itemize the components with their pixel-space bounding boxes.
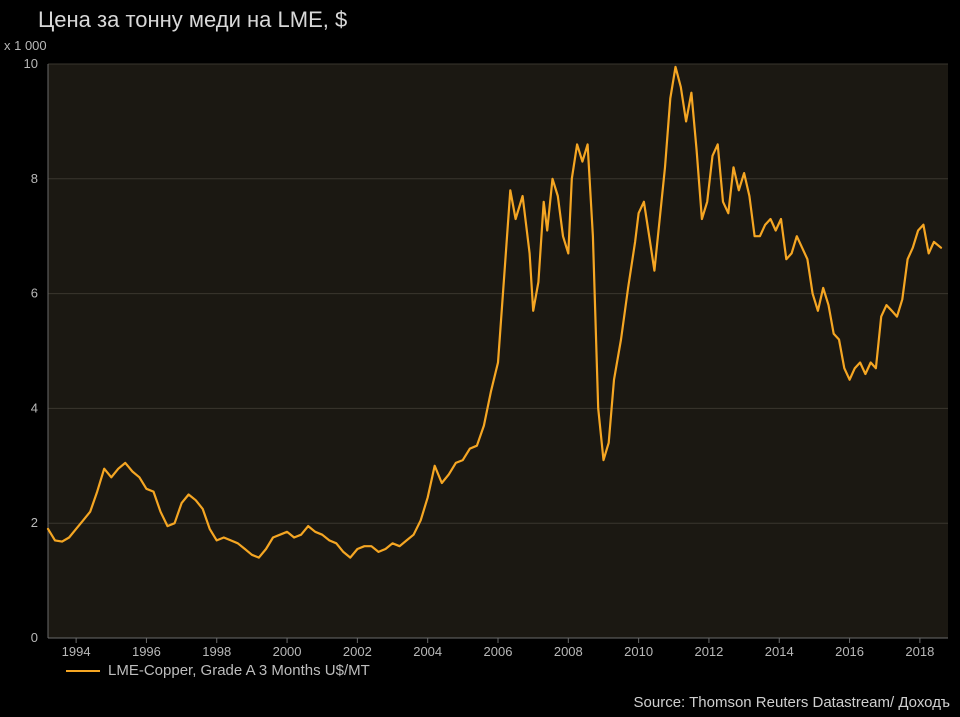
svg-text:0: 0 (31, 630, 38, 645)
legend-label: LME-Copper, Grade A 3 Months U$/MT (108, 662, 370, 679)
svg-text:10: 10 (24, 56, 38, 71)
source-text: Source: Thomson Reuters Datastream/ Дохо… (634, 694, 950, 711)
svg-text:2: 2 (31, 515, 38, 530)
y-scale-label: x 1 000 (4, 38, 47, 53)
svg-text:1998: 1998 (202, 644, 231, 659)
svg-text:1996: 1996 (132, 644, 161, 659)
legend-swatch (66, 670, 100, 672)
svg-text:2016: 2016 (835, 644, 864, 659)
svg-text:2004: 2004 (413, 644, 442, 659)
svg-text:4: 4 (31, 400, 38, 415)
chart-title: Цена за тонну меди на LME, $ (38, 7, 347, 33)
svg-text:2012: 2012 (694, 644, 723, 659)
svg-text:2002: 2002 (343, 644, 372, 659)
svg-text:2006: 2006 (484, 644, 513, 659)
svg-text:2018: 2018 (905, 644, 934, 659)
chart-container: Цена за тонну меди на LME, $ x 1 000 0 2 4… (0, 0, 960, 717)
svg-text:1994: 1994 (62, 644, 91, 659)
svg-text:6: 6 (31, 286, 38, 301)
svg-text:2008: 2008 (554, 644, 583, 659)
chart-svg: 0 2 4 6 8 10 1994 1996 1998 2000 2002 2004 2006 2008 2… (0, 0, 960, 717)
legend: LME-Copper, Grade A 3 Months U$/MT (66, 662, 370, 679)
svg-text:2010: 2010 (624, 644, 653, 659)
svg-text:2000: 2000 (273, 644, 302, 659)
svg-text:2014: 2014 (765, 644, 794, 659)
svg-text:8: 8 (31, 171, 38, 186)
